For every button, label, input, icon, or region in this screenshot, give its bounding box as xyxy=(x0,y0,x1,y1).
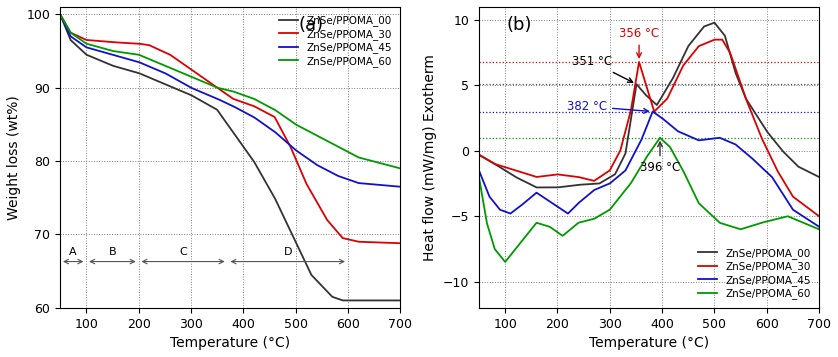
ZnSe/PPOMA_60 xyxy=(742,225,753,230)
ZnSe/PPOMA_30 xyxy=(396,241,406,245)
Line: ZnSe/PPOMA_30: ZnSe/PPOMA_30 xyxy=(479,40,819,216)
ZnSe/PPOMA_60 xyxy=(323,139,333,144)
ZnSe/PPOMA_30 xyxy=(220,91,230,96)
ZnSe/PPOMA_60 xyxy=(804,223,815,227)
Line: ZnSe/PPOMA_60: ZnSe/PPOMA_60 xyxy=(479,138,819,262)
ZnSe/PPOMA_00 xyxy=(804,170,815,174)
ZnSe/PPOMA_30 xyxy=(55,12,65,16)
ZnSe/PPOMA_00 xyxy=(531,185,541,190)
ZnSe/PPOMA_45 xyxy=(804,218,815,222)
Line: ZnSe/PPOMA_45: ZnSe/PPOMA_45 xyxy=(479,112,819,227)
ZnSe/PPOMA_45 xyxy=(211,96,221,101)
ZnSe/PPOMA_00 xyxy=(385,298,396,303)
Text: D: D xyxy=(283,247,292,257)
ZnSe/PPOMA_00 xyxy=(639,91,649,96)
Line: ZnSe/PPOMA_60: ZnSe/PPOMA_60 xyxy=(60,14,401,169)
ZnSe/PPOMA_60 xyxy=(655,136,665,140)
ZnSe/PPOMA_45 xyxy=(491,203,501,207)
Line: ZnSe/PPOMA_00: ZnSe/PPOMA_00 xyxy=(479,22,819,187)
Legend: ZnSe/PPOMA_00, ZnSe/PPOMA_30, ZnSe/PPOMA_45, ZnSe/PPOMA_60: ZnSe/PPOMA_00, ZnSe/PPOMA_30, ZnSe/PPOMA… xyxy=(695,245,814,303)
ZnSe/PPOMA_60 xyxy=(474,175,484,179)
ZnSe/PPOMA_45 xyxy=(72,39,82,43)
ZnSe/PPOMA_00 xyxy=(630,88,640,92)
ZnSe/PPOMA_60 xyxy=(491,249,501,253)
Text: (a): (a) xyxy=(298,16,323,34)
ZnSe/PPOMA_00 xyxy=(814,175,824,179)
ZnSe/PPOMA_00 xyxy=(474,152,484,157)
ZnSe/PPOMA_30 xyxy=(323,219,333,223)
ZnSe/PPOMA_30 xyxy=(385,241,396,245)
Text: A: A xyxy=(70,247,77,257)
ZnSe/PPOMA_45 xyxy=(814,225,824,229)
Line: ZnSe/PPOMA_45: ZnSe/PPOMA_45 xyxy=(60,14,401,187)
ZnSe/PPOMA_30 xyxy=(804,207,815,211)
ZnSe/PPOMA_45 xyxy=(220,100,230,105)
Text: B: B xyxy=(109,247,116,257)
ZnSe/PPOMA_30 xyxy=(710,37,720,42)
Line: ZnSe/PPOMA_00: ZnSe/PPOMA_00 xyxy=(60,14,401,301)
ZnSe/PPOMA_45 xyxy=(323,169,333,173)
ZnSe/PPOMA_00 xyxy=(742,99,753,103)
X-axis label: Temperature (°C): Temperature (°C) xyxy=(589,336,709,350)
ZnSe/PPOMA_00 xyxy=(804,170,815,174)
ZnSe/PPOMA_00 xyxy=(323,290,333,295)
ZnSe/PPOMA_30 xyxy=(742,99,752,104)
ZnSe/PPOMA_00 xyxy=(710,20,720,25)
ZnSe/PPOMA_00 xyxy=(338,298,348,303)
ZnSe/PPOMA_30 xyxy=(474,152,484,157)
ZnSe/PPOMA_00 xyxy=(211,107,221,111)
Text: C: C xyxy=(179,247,187,257)
ZnSe/PPOMA_30 xyxy=(814,214,824,218)
ZnSe/PPOMA_45 xyxy=(648,110,658,114)
Text: 356 °C: 356 °C xyxy=(619,27,660,57)
ZnSe/PPOMA_45 xyxy=(385,184,396,188)
ZnSe/PPOMA_60 xyxy=(72,35,82,40)
ZnSe/PPOMA_60 xyxy=(639,159,649,163)
ZnSe/PPOMA_30 xyxy=(491,162,501,167)
ZnSe/PPOMA_00 xyxy=(491,163,501,167)
Text: 396 °C: 396 °C xyxy=(640,142,680,174)
ZnSe/PPOMA_45 xyxy=(55,12,65,16)
ZnSe/PPOMA_60 xyxy=(55,12,65,16)
ZnSe/PPOMA_45 xyxy=(396,185,406,189)
ZnSe/PPOMA_30 xyxy=(804,207,815,211)
Y-axis label: Heat flow (mW/mg) Exotherm: Heat flow (mW/mg) Exotherm xyxy=(423,54,437,261)
X-axis label: Temperature (°C): Temperature (°C) xyxy=(170,336,290,350)
ZnSe/PPOMA_60 xyxy=(804,223,815,227)
ZnSe/PPOMA_45 xyxy=(804,218,815,222)
ZnSe/PPOMA_60 xyxy=(500,260,510,264)
ZnSe/PPOMA_00 xyxy=(72,44,82,49)
ZnSe/PPOMA_60 xyxy=(396,166,406,171)
Y-axis label: Weight loss (wt%): Weight loss (wt%) xyxy=(7,95,21,220)
ZnSe/PPOMA_45 xyxy=(630,150,640,154)
ZnSe/PPOMA_00 xyxy=(55,12,65,16)
Text: (b): (b) xyxy=(506,16,531,34)
ZnSe/PPOMA_30 xyxy=(639,77,649,81)
ZnSe/PPOMA_45 xyxy=(474,168,484,172)
ZnSe/PPOMA_30 xyxy=(211,85,221,89)
Text: 382 °C: 382 °C xyxy=(567,100,649,113)
Text: 351 °C: 351 °C xyxy=(572,55,633,82)
ZnSe/PPOMA_45 xyxy=(639,130,649,135)
ZnSe/PPOMA_00 xyxy=(396,298,406,303)
ZnSe/PPOMA_30 xyxy=(385,241,396,245)
ZnSe/PPOMA_60 xyxy=(630,174,640,178)
ZnSe/PPOMA_30 xyxy=(72,34,82,38)
ZnSe/PPOMA_60 xyxy=(220,87,230,92)
ZnSe/PPOMA_45 xyxy=(742,152,752,156)
ZnSe/PPOMA_00 xyxy=(385,298,396,303)
ZnSe/PPOMA_60 xyxy=(385,164,396,168)
ZnSe/PPOMA_45 xyxy=(385,184,396,188)
ZnSe/PPOMA_60 xyxy=(211,85,221,90)
ZnSe/PPOMA_60 xyxy=(385,164,396,168)
ZnSe/PPOMA_30 xyxy=(630,82,640,86)
ZnSe/PPOMA_60 xyxy=(814,227,824,231)
Legend: ZnSe/PPOMA_00, ZnSe/PPOMA_30, ZnSe/PPOMA_45, ZnSe/PPOMA_60: ZnSe/PPOMA_00, ZnSe/PPOMA_30, ZnSe/PPOMA… xyxy=(277,12,395,70)
ZnSe/PPOMA_00 xyxy=(220,119,230,124)
Line: ZnSe/PPOMA_30: ZnSe/PPOMA_30 xyxy=(60,14,401,243)
